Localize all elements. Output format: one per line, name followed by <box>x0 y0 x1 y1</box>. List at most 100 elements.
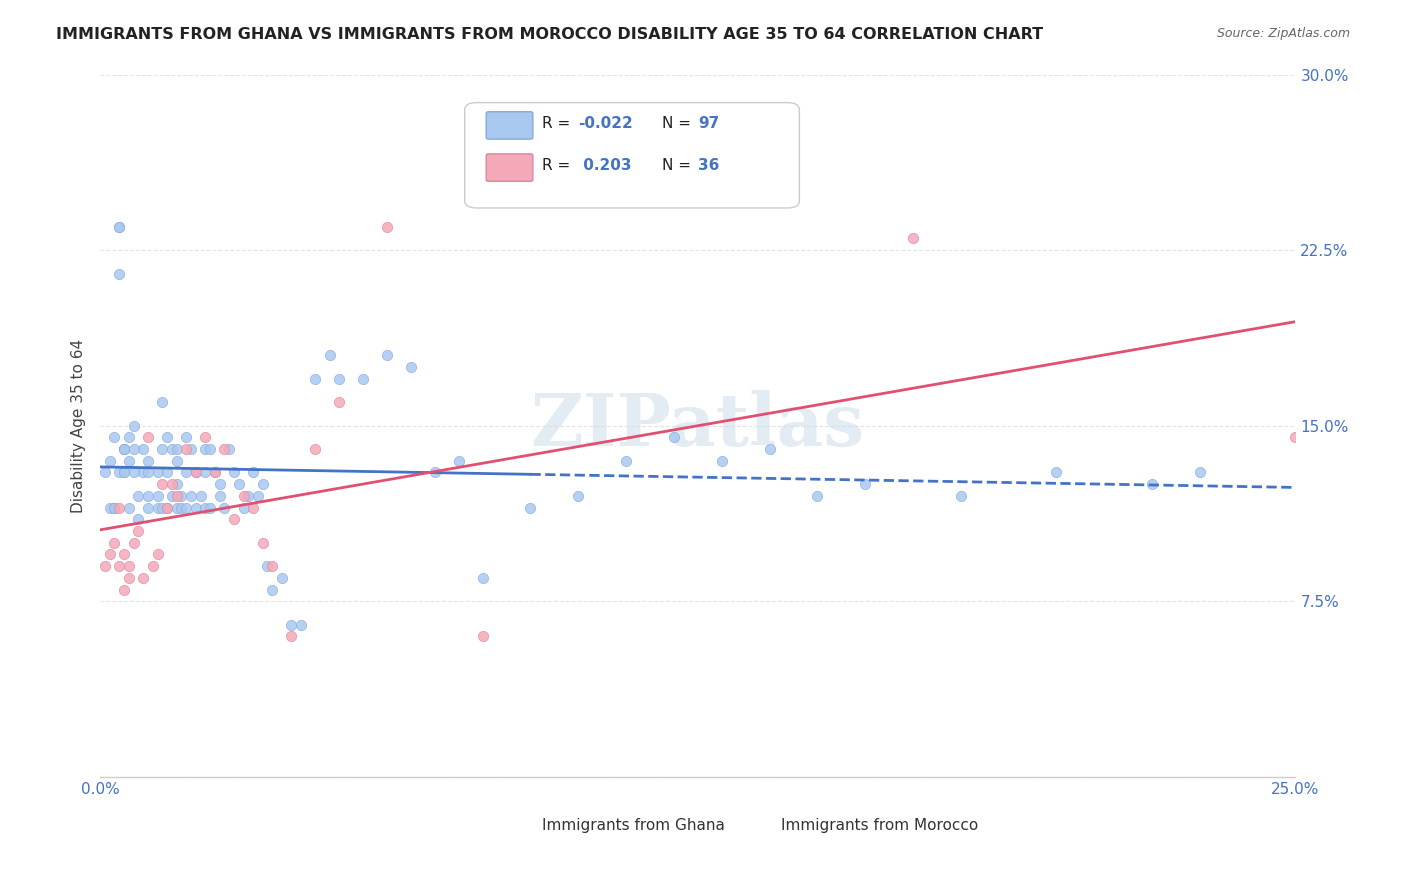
Point <box>127 512 149 526</box>
Point <box>150 442 173 456</box>
Point <box>98 548 121 562</box>
Point <box>180 489 202 503</box>
FancyBboxPatch shape <box>486 154 533 181</box>
Point <box>949 489 972 503</box>
Text: Immigrants from Morocco: Immigrants from Morocco <box>782 819 979 833</box>
Text: Immigrants from Ghana: Immigrants from Ghana <box>543 819 725 833</box>
Text: Source: ZipAtlas.com: Source: ZipAtlas.com <box>1216 27 1350 40</box>
Point <box>208 477 231 491</box>
Point <box>108 466 131 480</box>
FancyBboxPatch shape <box>486 112 533 139</box>
Point <box>242 500 264 515</box>
Point <box>238 489 260 503</box>
Point <box>184 500 207 515</box>
Text: R =: R = <box>543 116 575 131</box>
Point <box>122 466 145 480</box>
Point <box>208 489 231 503</box>
Point <box>270 571 292 585</box>
Point <box>328 395 350 409</box>
Point <box>160 442 183 456</box>
Point <box>567 489 589 503</box>
Point <box>132 466 155 480</box>
Point <box>108 219 131 234</box>
Point <box>1045 466 1067 480</box>
Point <box>166 489 188 503</box>
Point <box>198 500 221 515</box>
Point <box>375 348 398 362</box>
Point <box>112 466 135 480</box>
Point <box>174 430 197 444</box>
Point <box>614 454 637 468</box>
Point <box>290 617 312 632</box>
Point <box>118 430 141 444</box>
Point <box>132 442 155 456</box>
Point <box>166 500 188 515</box>
Point <box>112 442 135 456</box>
Point <box>242 466 264 480</box>
FancyBboxPatch shape <box>744 814 778 838</box>
Point <box>112 582 135 597</box>
Point <box>98 500 121 515</box>
Point <box>399 360 422 375</box>
Point <box>146 489 169 503</box>
Point <box>194 466 217 480</box>
FancyBboxPatch shape <box>465 103 800 208</box>
Point <box>170 500 193 515</box>
Point <box>166 454 188 468</box>
Point <box>352 372 374 386</box>
Point <box>118 454 141 468</box>
Point <box>232 489 254 503</box>
Point <box>136 454 159 468</box>
Point <box>150 477 173 491</box>
Point <box>222 512 245 526</box>
Point <box>174 466 197 480</box>
Point <box>146 500 169 515</box>
Point <box>136 430 159 444</box>
Point <box>112 548 135 562</box>
Text: 36: 36 <box>697 158 718 173</box>
Point <box>118 500 141 515</box>
Point <box>447 454 470 468</box>
Point <box>103 535 125 549</box>
Point <box>304 442 326 456</box>
Point <box>156 430 179 444</box>
Point <box>142 559 165 574</box>
Point <box>228 477 250 491</box>
Point <box>252 535 274 549</box>
Point <box>132 571 155 585</box>
Point <box>204 466 226 480</box>
Point <box>122 418 145 433</box>
Point <box>160 477 183 491</box>
Point <box>262 582 284 597</box>
Point <box>103 500 125 515</box>
Point <box>262 559 284 574</box>
Point <box>127 524 149 538</box>
Point <box>328 372 350 386</box>
Point <box>184 466 207 480</box>
Point <box>108 559 131 574</box>
Point <box>94 466 117 480</box>
Point <box>118 571 141 585</box>
Text: 0.203: 0.203 <box>578 158 631 173</box>
Point <box>122 442 145 456</box>
Point <box>170 489 193 503</box>
Point <box>156 500 179 515</box>
Text: N =: N = <box>662 116 696 131</box>
Point <box>103 430 125 444</box>
Y-axis label: Disability Age 35 to 64: Disability Age 35 to 64 <box>72 339 86 513</box>
Point <box>166 442 188 456</box>
Point <box>108 267 131 281</box>
Point <box>146 548 169 562</box>
Point <box>146 466 169 480</box>
Point <box>194 442 217 456</box>
Point <box>198 442 221 456</box>
Point <box>901 231 924 245</box>
Point <box>256 559 278 574</box>
Point <box>519 500 541 515</box>
Text: R =: R = <box>543 158 575 173</box>
Point <box>375 219 398 234</box>
Point <box>758 442 780 456</box>
Point <box>423 466 446 480</box>
Point <box>204 466 226 480</box>
Point <box>1284 430 1306 444</box>
